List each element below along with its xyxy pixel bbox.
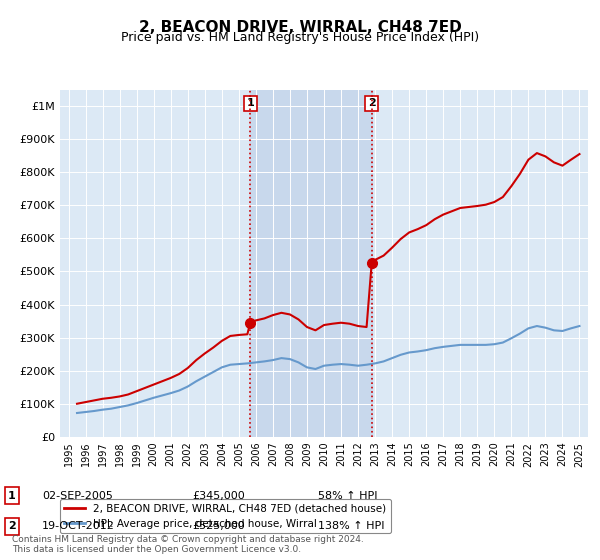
Text: 58% ↑ HPI: 58% ↑ HPI	[318, 491, 377, 501]
Text: 1: 1	[247, 99, 254, 108]
Text: £525,000: £525,000	[192, 521, 245, 531]
Text: 2, BEACON DRIVE, WIRRAL, CH48 7ED: 2, BEACON DRIVE, WIRRAL, CH48 7ED	[139, 20, 461, 35]
Text: Price paid vs. HM Land Registry's House Price Index (HPI): Price paid vs. HM Land Registry's House …	[121, 31, 479, 44]
Text: 138% ↑ HPI: 138% ↑ HPI	[318, 521, 385, 531]
Text: 19-OCT-2012: 19-OCT-2012	[42, 521, 115, 531]
Bar	[250, 90, 371, 437]
Text: £345,000: £345,000	[192, 491, 245, 501]
Text: Contains HM Land Registry data © Crown copyright and database right 2024.
This d: Contains HM Land Registry data © Crown c…	[12, 535, 364, 554]
Legend: 2, BEACON DRIVE, WIRRAL, CH48 7ED (detached house), HPI: Average price, detached: 2, BEACON DRIVE, WIRRAL, CH48 7ED (detac…	[60, 500, 391, 533]
Text: 2: 2	[8, 521, 16, 531]
Text: 02-SEP-2005: 02-SEP-2005	[42, 491, 113, 501]
Text: 2: 2	[368, 99, 376, 108]
Text: 1: 1	[8, 491, 16, 501]
